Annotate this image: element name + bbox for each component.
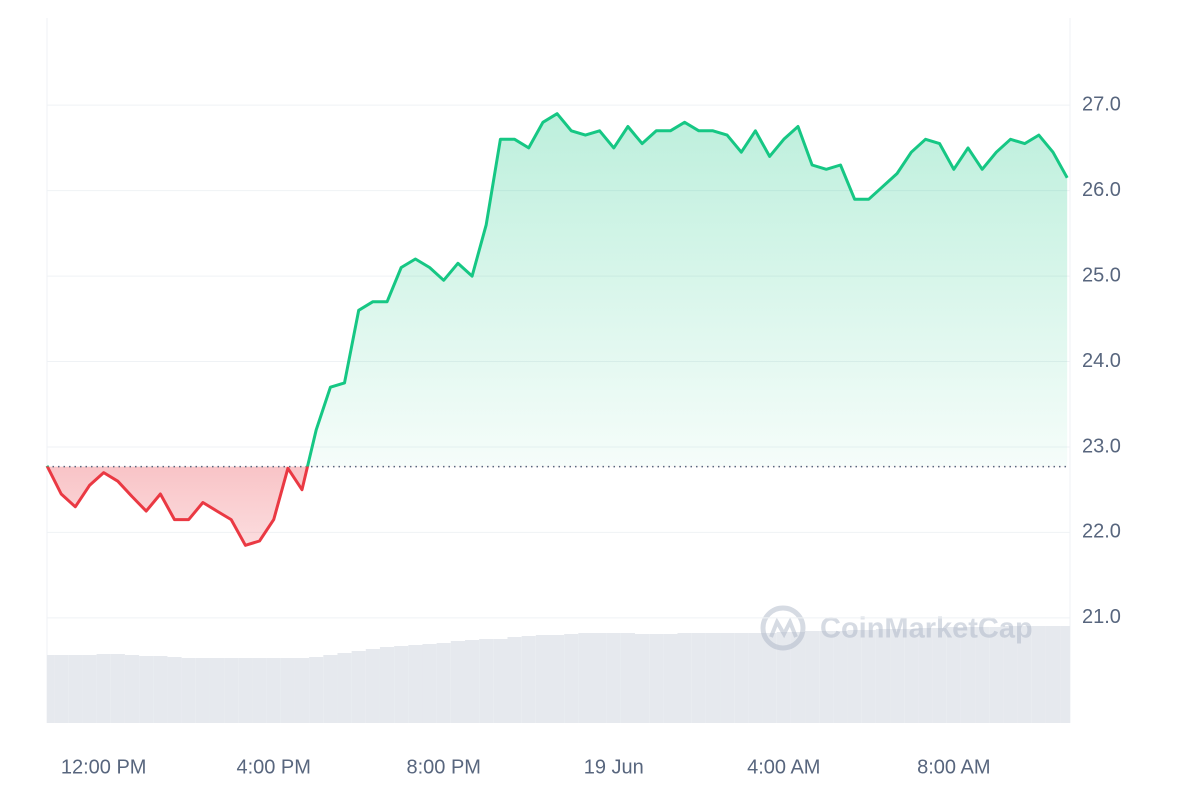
volume-bar: [521, 636, 536, 723]
volume-bar: [436, 643, 451, 723]
volume-bar: [124, 655, 140, 723]
volume-bar: [394, 646, 409, 723]
y-tick-label: 26.0: [1082, 179, 1121, 201]
volume-bar: [663, 634, 678, 723]
volume-bar: [479, 639, 494, 723]
volume-bar: [408, 645, 423, 723]
volume-bar: [649, 634, 664, 723]
volume-bar: [861, 630, 876, 723]
volume-bar: [209, 658, 225, 723]
volume-bar: [620, 633, 636, 723]
price-area: [47, 113, 1068, 546]
y-tick-label: 23.0: [1082, 435, 1121, 457]
volume-bar: [167, 657, 182, 723]
volume-bar: [153, 656, 168, 723]
volume-bar: [1060, 626, 1070, 723]
volume-bar: [82, 655, 97, 723]
watermark-logo: [769, 617, 798, 639]
volume-bar: [635, 634, 650, 723]
volume-bar: [1017, 626, 1032, 723]
volume-bar: [578, 633, 593, 723]
x-tick-label: 19 Jun: [584, 756, 644, 778]
volume-bar: [847, 630, 862, 723]
volume-bar: [705, 633, 721, 723]
watermark-logo: [760, 605, 806, 651]
volume-bar: [819, 631, 834, 723]
y-tick-label: 22.0: [1082, 521, 1121, 543]
volume-bar: [139, 656, 154, 723]
volume-bar: [379, 647, 395, 723]
y-tick-label: 25.0: [1082, 264, 1121, 286]
volume-bar: [351, 651, 366, 723]
volume-bar: [918, 628, 933, 723]
volume-bar: [762, 633, 777, 723]
volume-bar: [989, 627, 1004, 723]
y-tick-label: 24.0: [1082, 350, 1121, 372]
volume-bar: [592, 633, 607, 723]
volume-bar: [252, 658, 267, 723]
volume-bar: [507, 637, 522, 723]
x-tick-label: 12:00 PM: [61, 756, 147, 778]
volume-bar: [195, 658, 210, 723]
volume-bar: [946, 627, 961, 723]
volume-bar: [224, 658, 239, 723]
y-tick-label: 21.0: [1082, 606, 1121, 628]
volume-bar: [890, 629, 905, 723]
volume-bar: [564, 634, 579, 723]
volume-bar: [549, 635, 565, 723]
volume-bar: [464, 640, 480, 723]
volume-bar: [54, 655, 69, 723]
x-tick-label: 4:00 AM: [747, 756, 820, 778]
volume-layer: [47, 626, 1070, 723]
volume-bar: [47, 655, 55, 723]
volume-bar: [110, 654, 125, 723]
volume-bar: [960, 627, 976, 723]
volume-bar: [365, 649, 380, 723]
volume-bar: [238, 658, 253, 723]
volume-bar: [691, 633, 706, 723]
volume-bar: [181, 658, 196, 723]
volume-bar: [450, 641, 465, 723]
volume-bar: [1045, 626, 1061, 723]
x-tick-label: 8:00 PM: [406, 756, 480, 778]
volume-bar: [748, 633, 763, 723]
volume-bar: [493, 639, 508, 723]
volume-bar: [734, 633, 749, 723]
volume-bar: [805, 631, 820, 723]
y-tick-label: 27.0: [1082, 93, 1121, 115]
x-tick-label: 4:00 PM: [236, 756, 310, 778]
volume-bar: [720, 633, 735, 723]
volume-bar: [776, 632, 791, 723]
volume-bar: [790, 632, 806, 723]
volume-bar: [96, 654, 111, 723]
volume-bar: [294, 658, 310, 723]
x-tick-label: 8:00 AM: [917, 756, 990, 778]
volume-bar: [323, 655, 338, 723]
price-line: [45, 112, 1069, 547]
volume-bar: [606, 633, 621, 723]
volume-bar: [309, 657, 324, 723]
volume-bar: [875, 629, 891, 723]
volume-bar: [68, 655, 83, 723]
volume-bar: [833, 631, 848, 723]
volume-bar: [337, 653, 352, 723]
volume-bar: [1003, 626, 1018, 723]
volume-bar: [535, 635, 550, 723]
volume-bar: [422, 644, 437, 723]
plot: 21.0 22.0 23.0 24.0 25.0 26.0 27.0 12:00 PM 4:00…: [45, 93, 1121, 778]
volume-bar: [904, 629, 919, 723]
volume-bar: [932, 628, 947, 723]
volume-bar: [266, 658, 281, 723]
volume-bar: [280, 658, 295, 723]
volume-bar: [975, 627, 990, 723]
volume-bar: [677, 633, 692, 723]
volume-bar: [1031, 626, 1046, 723]
